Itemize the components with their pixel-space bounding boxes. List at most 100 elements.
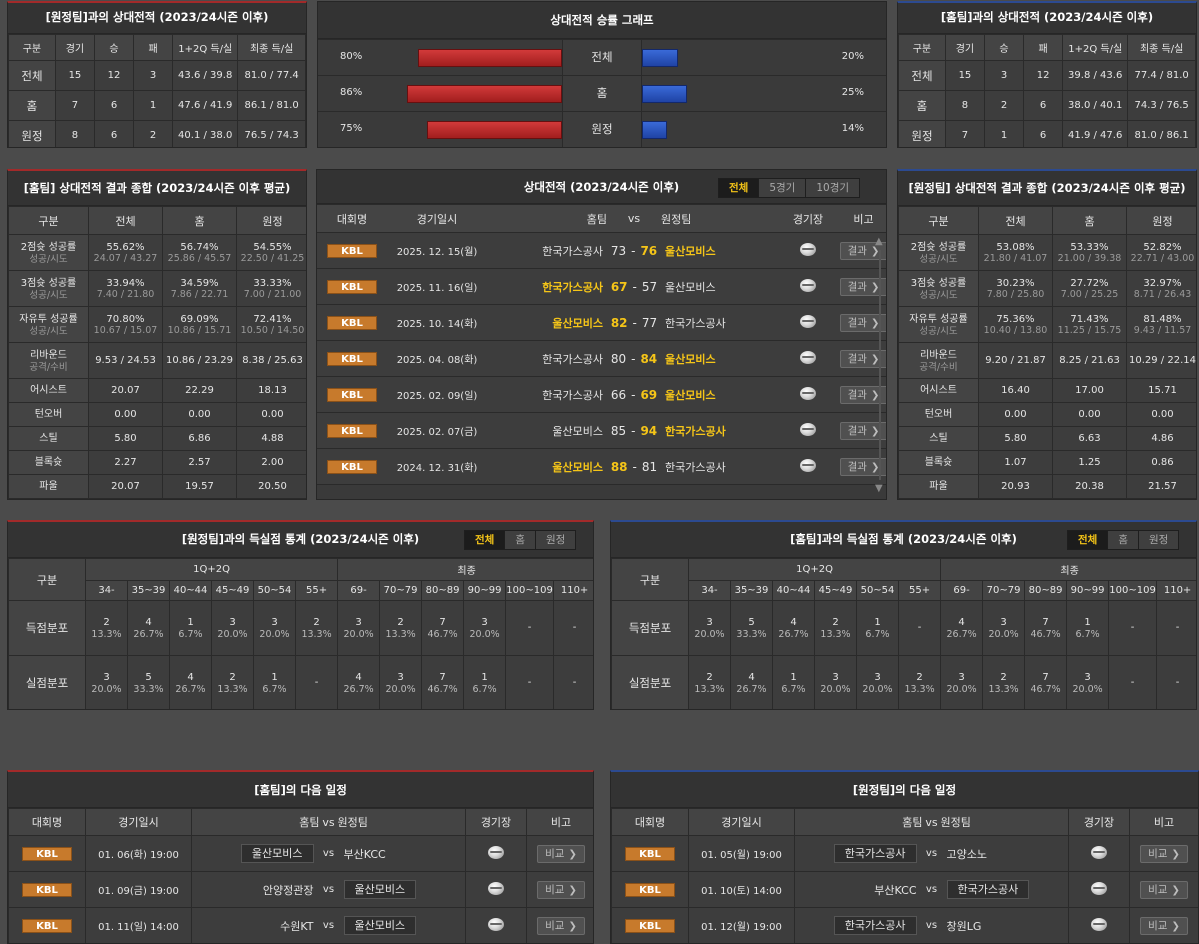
stat-main: 4.88	[261, 433, 284, 444]
result-button[interactable]: 결과 ❯	[839, 313, 886, 332]
label-header: 구분	[8, 558, 86, 601]
stat-name: 어시스트	[30, 385, 67, 396]
tab-all[interactable]: 전체	[1068, 531, 1108, 549]
scroll-up-arrow[interactable]: ▲	[875, 236, 883, 247]
stat-value: 18.13	[236, 378, 306, 403]
chevron-right-icon: ❯	[870, 281, 880, 293]
home-winrate-bar	[407, 85, 562, 103]
dist-pct: 6.7%	[865, 628, 890, 640]
tab-all[interactable]: 전체	[719, 179, 759, 197]
stat-main: 8.25 / 21.63	[1059, 355, 1120, 366]
result-button[interactable]: 결과 ❯	[839, 349, 886, 368]
compare-cell: 비교 ❯	[1129, 907, 1198, 943]
stat-value: 0.00	[1126, 402, 1196, 427]
table-row: 턴오버 0.00 0.00 0.00	[8, 402, 306, 427]
table-row: KBL 01. 06(화) 19:00 울산모비스 vs 부산KCC 비교 ❯	[8, 835, 593, 872]
dist-cell: 3 20.0%	[211, 600, 254, 656]
compare-button[interactable]: 비교 ❯	[1140, 844, 1188, 863]
basketball-icon[interactable]	[800, 278, 816, 292]
dist-home-table: 구분 1Q+2Q 최종 34- 35~39 40~44 45~49 50~54 55+ 69- 70…	[611, 558, 1196, 709]
basketball-icon[interactable]	[488, 845, 504, 859]
basketball-icon[interactable]	[800, 350, 816, 364]
row-label: 2점슛 성공률 성공/시도	[8, 234, 89, 271]
stat-main: 20.07	[111, 481, 140, 492]
tab-second[interactable]: 홈	[1107, 531, 1138, 549]
stat-main: 22.29	[185, 385, 214, 396]
table-row: 턴오버 0.00 0.00 0.00	[898, 402, 1196, 427]
score-dash: -	[631, 351, 636, 366]
dist-cell: 3 20.0%	[688, 600, 731, 656]
h2h-away-title: [원정팀]과의 상대전적 (2023/24시즌 이후)	[8, 3, 306, 34]
basketball-icon[interactable]	[800, 422, 816, 436]
compare-button[interactable]: 비교 ❯	[1140, 916, 1188, 935]
table-row: KBL 2025. 02. 09(일) 한국가스공사 66-69 울산모비스 결과 ❯	[317, 376, 886, 413]
stat-value: 20.93	[978, 474, 1053, 499]
row-value: 7	[54, 90, 95, 121]
stat-name: 리바운드	[30, 349, 67, 361]
range-header: 110+	[1156, 580, 1196, 601]
tab-third[interactable]: 10경기	[805, 179, 860, 197]
basketball-icon[interactable]	[800, 242, 816, 256]
table-row: 3점슛 성공률 성공/시도 30.23% 7.80 / 25.80 27.72% 7.00…	[898, 270, 1196, 307]
dist-cell: 4 26.7%	[169, 655, 212, 709]
stat-detail: 22.71 / 43.00	[1130, 252, 1195, 264]
result-button[interactable]: 결과 ❯	[839, 421, 886, 440]
result-button[interactable]: 결과 ❯	[839, 385, 886, 404]
dist-pct: 20.0%	[385, 683, 416, 695]
league-badge: KBL	[327, 387, 377, 402]
basketball-icon[interactable]	[800, 386, 816, 400]
range-header: 69-	[337, 580, 381, 601]
stat-value: 9.53 / 24.53	[88, 342, 163, 379]
game-date: 2025. 02. 09(일)	[387, 376, 487, 413]
stat-name: 턴오버	[34, 409, 63, 420]
stat-sub: 성공/시도	[29, 325, 68, 337]
tab-third[interactable]: 원정	[535, 531, 576, 549]
table-row: 전체 15 12 3 43.6 / 39.8 81.0 / 77.4	[8, 60, 306, 91]
header-row: 구분 경기 승 패 1+2Q 득/실 최종 득/실	[8, 34, 306, 61]
chevron-right-icon: ❯	[1171, 884, 1180, 896]
league-cell: KBL	[611, 907, 689, 943]
result-button[interactable]: 결과 ❯	[839, 241, 886, 260]
compare-button[interactable]: 비교 ❯	[537, 844, 585, 863]
tab-third[interactable]: 원정	[1138, 531, 1179, 549]
dist-count: -	[1175, 677, 1180, 688]
scrollbar-track[interactable]	[879, 250, 881, 480]
dist-cell: 4 26.7%	[730, 655, 773, 709]
dist-cell: 3 20.0%	[1066, 655, 1110, 709]
game-date: 2025. 04. 08(화)	[387, 340, 487, 377]
away-score: 76	[640, 243, 658, 258]
column-header: 경기일시	[387, 204, 487, 233]
league-cell: KBL	[611, 835, 689, 872]
tab-all[interactable]: 전체	[465, 531, 505, 549]
column-header: 경기장	[1068, 808, 1130, 836]
compare-button-label: 비교	[1148, 847, 1168, 860]
dist-count: 7	[439, 671, 446, 683]
dist-count: -	[1130, 622, 1135, 633]
result-button[interactable]: 결과 ❯	[839, 457, 886, 476]
basketball-icon[interactable]	[800, 458, 816, 472]
scroll-down-arrow[interactable]: ▼	[875, 483, 883, 494]
stat-name: 스틸	[929, 433, 948, 444]
compare-button[interactable]: 비교 ❯	[537, 880, 585, 899]
dist-pct: 13.3%	[301, 628, 332, 640]
summary-home-table: 구분 전체 홈 원정 2점슛 성공률 성공/시도 55.62% 24.07 / 43.27 56…	[8, 206, 306, 499]
dist-cell: 2 13.3%	[379, 600, 423, 656]
compare-button[interactable]: 비교 ❯	[537, 916, 585, 935]
tab-second[interactable]: 5경기	[758, 179, 806, 197]
compare-button[interactable]: 비교 ❯	[1140, 880, 1188, 899]
basketball-icon[interactable]	[1091, 917, 1107, 931]
group-header-row: 구분 1Q+2Q 최종	[611, 558, 1196, 601]
basketball-icon[interactable]	[800, 314, 816, 328]
result-button[interactable]: 결과 ❯	[839, 277, 886, 296]
result-cell: 결과 ❯	[839, 412, 886, 449]
stat-main: 71.43%	[1070, 313, 1109, 325]
h2h-home-table: 구분 경기 승 패 1+2Q 득/실 최종 득/실 전체 15 3 12 39.8 / 43.6 77…	[898, 34, 1196, 147]
row-value: 6	[93, 120, 135, 147]
basketball-icon[interactable]	[488, 917, 504, 931]
basketball-icon[interactable]	[1091, 881, 1107, 895]
dist-cell: 4 26.7%	[940, 600, 984, 656]
basketball-icon[interactable]	[1091, 845, 1107, 859]
stat-value: 4.88	[236, 426, 306, 451]
basketball-icon[interactable]	[488, 881, 504, 895]
tab-second[interactable]: 홈	[504, 531, 535, 549]
